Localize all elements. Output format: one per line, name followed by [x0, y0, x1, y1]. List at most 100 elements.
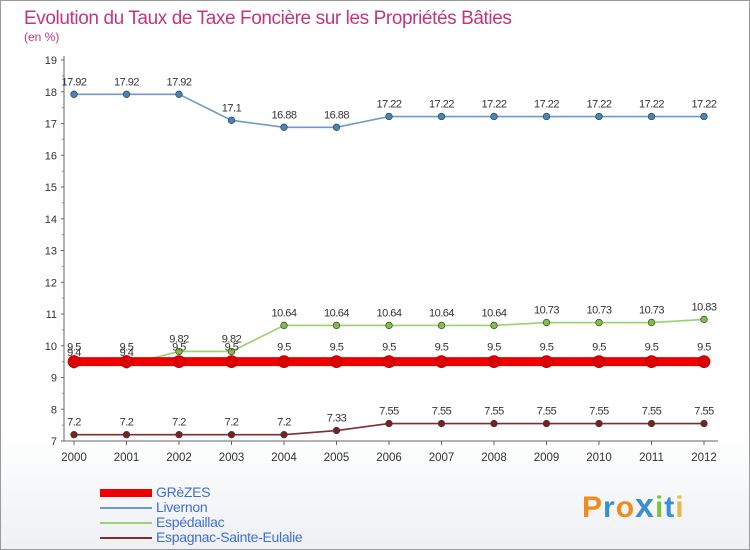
data-point [122, 431, 131, 439]
data-label: 17.92 [166, 76, 191, 88]
data-point [700, 315, 708, 324]
x-tick-label: 2006 [376, 452, 402, 464]
data-label: 10.64 [271, 307, 296, 319]
data-label: 9.5 [592, 342, 606, 354]
data-label: 9.5 [645, 342, 659, 354]
data-point [332, 426, 341, 435]
data-point [540, 355, 553, 368]
y-tick-label: 9 [51, 373, 57, 385]
data-label: 10.64 [481, 307, 506, 319]
data-point [227, 116, 236, 124]
x-tick-label: 2000 [61, 452, 87, 464]
logo-letter: o [615, 491, 636, 524]
data-point [280, 123, 288, 131]
data-point [120, 355, 133, 368]
data-point [437, 419, 446, 428]
data-label: 17.1 [222, 102, 242, 114]
y-tick-label: 12 [45, 277, 57, 289]
y-tick-label: 8 [51, 404, 57, 416]
series-espagnac-sainte-eulalie: 7.2 7.2 7.2 7.2 7.2 7.33 7.55 7.55 7.55 7.55 7.55 7… [67, 406, 715, 439]
data-point [542, 419, 551, 428]
data-point [435, 355, 448, 368]
data-label: 9.5 [172, 342, 186, 354]
data-point [172, 355, 186, 368]
data-point [67, 355, 81, 368]
data-point [490, 321, 498, 330]
data-label: 7.55 [642, 406, 662, 418]
y-axis-label: (en %) [24, 30, 59, 44]
legend-label: Livernon [156, 499, 208, 515]
x-tick-label: 2005 [324, 452, 350, 464]
logo-letter: t [664, 491, 676, 524]
data-label: 10.83 [691, 301, 716, 313]
data-label: 10.64 [429, 307, 454, 319]
data-point [70, 90, 78, 98]
y-tick-label: 18 [45, 87, 57, 99]
data-label: 7.55 [484, 406, 504, 418]
data-label: 9.5 [225, 342, 239, 354]
data-point [330, 355, 343, 368]
series-esp-daillac: 9.4 9.4 9.82 9.82 10.64 10.64 10.64 10.64 10.64 1… [67, 301, 717, 369]
data-label: 7.2 [225, 417, 239, 429]
x-tick-label: 2012 [691, 452, 717, 464]
data-label: 7.2 [172, 417, 186, 429]
data-label: 9.5 [277, 342, 291, 354]
data-label: 17.22 [534, 99, 559, 111]
data-label: 9.82 [222, 333, 242, 345]
proxiti-logo: Proxiti [582, 487, 685, 526]
data-point [700, 112, 708, 121]
data-point [437, 112, 446, 121]
data-point [647, 419, 656, 428]
data-label: 7.55 [432, 406, 452, 418]
data-point [332, 123, 341, 131]
x-tick-label: 2007 [429, 452, 455, 464]
data-label: 7.2 [277, 417, 291, 429]
data-label: 9.5 [487, 342, 501, 354]
x-tick-label: 2004 [271, 452, 297, 464]
y-tick-label: 17 [45, 119, 57, 131]
series-livernon: 17.92 17.92 17.92 17.1 16.88 16.88 17.22 17.22 1… [61, 76, 717, 131]
data-label: 7.2 [67, 417, 81, 429]
data-point [647, 318, 656, 327]
data-point [385, 321, 393, 330]
x-tick-label: 2010 [586, 452, 612, 464]
data-point [277, 355, 291, 368]
data-point [490, 419, 498, 428]
data-label: 7.55 [379, 406, 399, 418]
data-label: 17.92 [114, 76, 139, 88]
data-label: 9.82 [169, 333, 189, 345]
data-label: 10.73 [586, 305, 611, 317]
data-point [645, 355, 658, 368]
data-point [542, 318, 551, 327]
data-label: 17.22 [429, 99, 454, 111]
data-label: 9.5 [67, 342, 81, 354]
y-tick-label: 13 [45, 246, 57, 258]
axes: 7 8 9 10 11 12 13 14 15 16 17 18 19 2000 2001 2002 2003 2… [45, 55, 718, 464]
legend-swatch [100, 536, 152, 539]
data-point [437, 321, 446, 330]
series-gr-zes: 9.5 9.5 9.5 9.5 9.5 9.5 9.5 9.5 9.5 9.5 9.5 9.5 9.5 [67, 342, 712, 368]
x-tick-label: 2003 [219, 452, 245, 464]
data-label: 9.5 [540, 342, 554, 354]
logo-letter: i [675, 491, 685, 524]
data-point [175, 347, 183, 356]
data-point [542, 112, 551, 121]
x-tick-label: 2001 [114, 452, 140, 464]
data-point [280, 431, 288, 439]
data-label: 7.55 [589, 406, 609, 418]
y-tick-label: 11 [46, 309, 57, 321]
data-label: 10.64 [376, 307, 401, 319]
logo-letter: P [582, 491, 604, 524]
data-label: 7.33 [327, 413, 347, 425]
legend-item: Livernon [100, 500, 302, 515]
data-label: 9.5 [330, 342, 344, 354]
y-tick-label: 19 [45, 55, 57, 67]
data-point [225, 355, 238, 368]
data-point [700, 419, 708, 428]
x-tick-label: 2011 [639, 452, 664, 464]
data-label: 7.2 [120, 417, 134, 429]
data-point [332, 321, 341, 330]
data-label: 10.73 [639, 305, 664, 317]
data-label: 10.73 [534, 305, 559, 317]
